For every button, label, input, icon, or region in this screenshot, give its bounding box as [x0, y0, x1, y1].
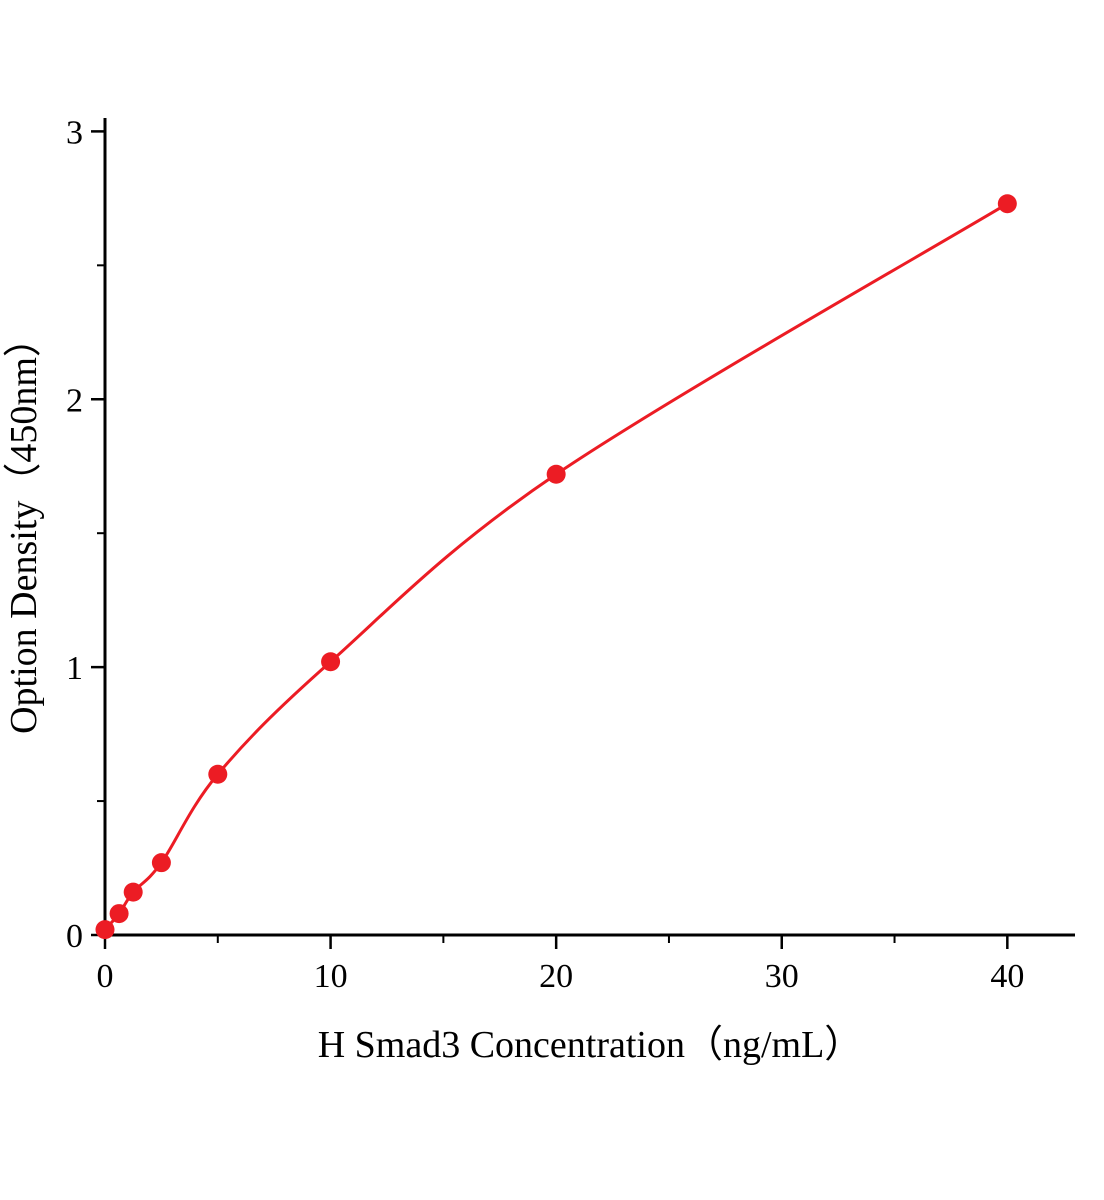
data-point-2 — [123, 882, 143, 902]
data-point-3 — [151, 853, 171, 873]
data-point-7 — [997, 194, 1017, 214]
y-tick-label: 0 — [66, 918, 83, 955]
x-tick-label: 30 — [765, 958, 799, 995]
data-point-0 — [95, 920, 115, 940]
data-point-6 — [546, 464, 566, 484]
y-tick-label: 2 — [66, 382, 83, 419]
x-tick-label: 0 — [97, 958, 114, 995]
y-axis-label: Option Density（450nm） — [3, 319, 45, 734]
x-tick-label: 10 — [314, 958, 348, 995]
data-point-4 — [208, 764, 228, 784]
data-point-1 — [109, 904, 129, 924]
x-tick-label: 20 — [539, 958, 573, 995]
data-point-5 — [321, 652, 341, 672]
y-tick-label: 1 — [66, 650, 83, 687]
curve-line-0 — [103, 202, 1009, 932]
y-tick-label: 3 — [66, 114, 83, 151]
x-tick-label: 40 — [990, 958, 1024, 995]
x-axis-label: H Smad3 Concentration（ng/mL） — [318, 1024, 863, 1066]
